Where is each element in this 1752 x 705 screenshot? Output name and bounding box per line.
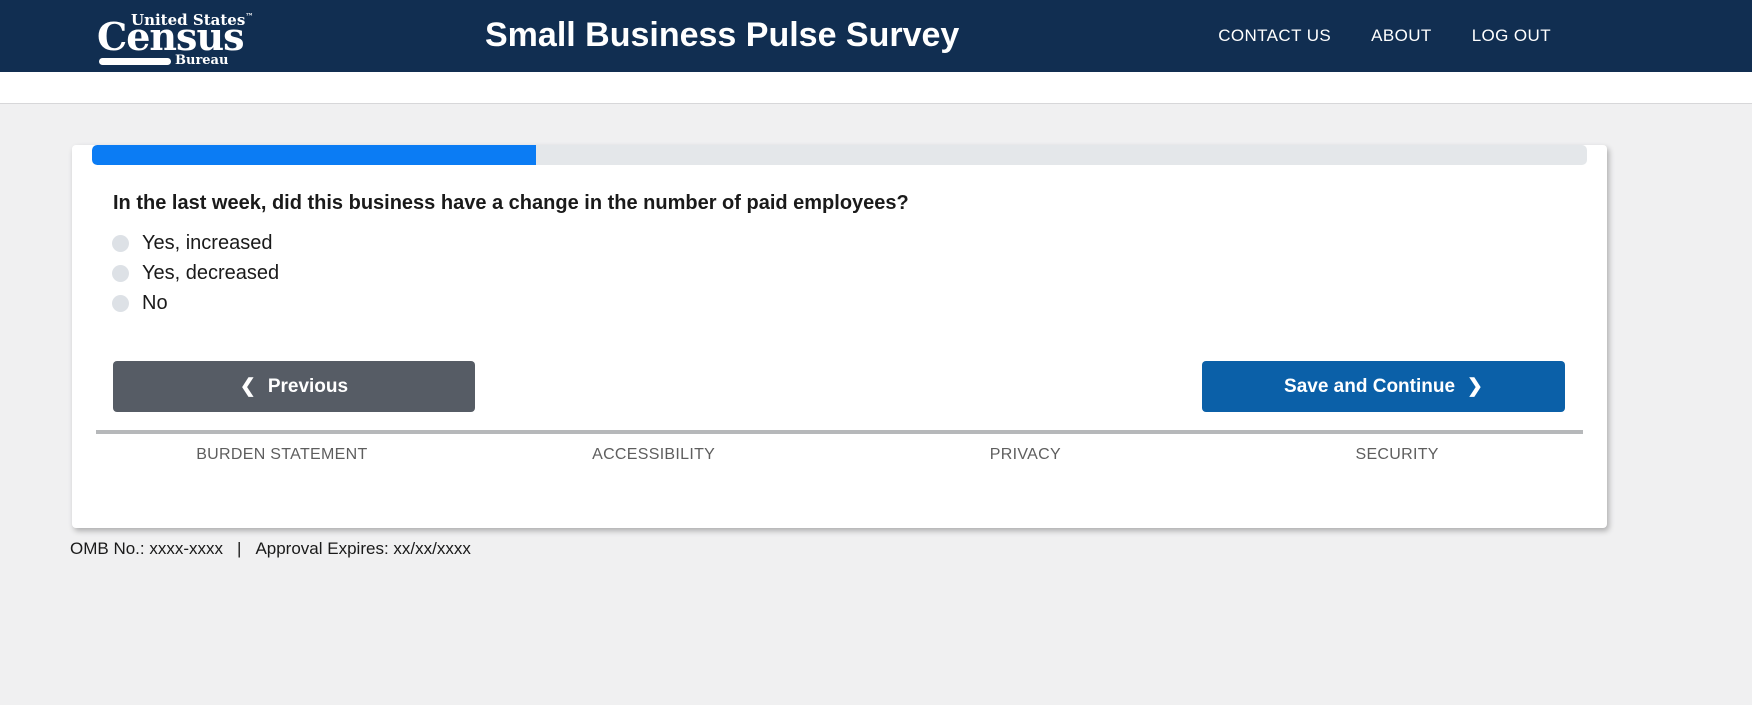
nav-about[interactable]: ABOUT [1371,26,1432,45]
chevron-right-icon: ❯ [1467,376,1483,397]
option-yes-increased[interactable]: Yes, increased [112,231,1607,255]
option-label[interactable]: No [142,291,168,314]
header-nav: CONTACT US ABOUT LOG OUT [1218,0,1551,72]
progress-bar-fill [92,145,536,165]
option-label[interactable]: Yes, increased [142,231,273,254]
census-bureau-logo[interactable]: United States™ Census Bureau [97,5,253,68]
option-yes-decreased[interactable]: Yes, decreased [112,261,1607,285]
radio-button-icon[interactable] [112,294,129,312]
previous-button[interactable]: ❮ Previous [113,361,475,412]
option-label[interactable]: Yes, decreased [142,261,280,284]
progress-bar [92,145,1587,165]
omb-number-text: OMB No.: xxxx-xxxx [70,539,224,558]
app-header: United States™ Census Bureau Small Busin… [0,0,1752,72]
logo-underline-bar [99,58,171,65]
logo-bottom-row: Bureau [97,53,242,68]
link-accessibility[interactable]: ACCESSIBILITY [592,446,716,463]
omb-approval-line: OMB No.: xxxx-xxxx | Approval Expires: x… [70,539,1752,559]
previous-button-label: Previous [267,375,349,397]
page-title: Small Business Pulse Survey [485,16,960,54]
footer-divider [96,430,1583,434]
logo-united-states-text: United States™ [131,11,254,29]
answer-options: Yes, increased Yes, decreased No [112,231,1607,315]
link-burden-statement[interactable]: BURDEN STATEMENT [196,446,368,463]
omb-separator: | [237,539,242,558]
subheader-strip [0,72,1752,104]
trademark-symbol: ™ [245,11,254,21]
radio-button-icon[interactable] [112,264,129,282]
link-privacy[interactable]: PRIVACY [989,446,1061,463]
save-and-continue-button[interactable]: Save and Continue ❯ [1202,361,1565,412]
navigation-buttons: ❮ Previous Save and Continue ❯ [113,361,1565,412]
save-button-label: Save and Continue [1284,375,1456,397]
link-security[interactable]: SECURITY [1355,446,1439,463]
radio-button-icon[interactable] [112,234,129,252]
chevron-left-icon: ❮ [239,376,256,397]
survey-card: In the last week, did this business have… [72,145,1607,528]
logo-census-text: Census [97,14,244,59]
approval-expires-text: Approval Expires: xx/xx/xxxx [255,539,471,558]
nav-log-out[interactable]: LOG OUT [1471,26,1551,45]
survey-question: In the last week, did this business have… [113,192,909,214]
card-footer-links: BURDEN STATEMENT ACCESSIBILITY PRIVACY S… [96,446,1583,464]
nav-contact-us[interactable]: CONTACT US [1218,26,1332,45]
option-no[interactable]: No [112,291,1607,315]
logo-bureau-text: Bureau [175,53,229,68]
